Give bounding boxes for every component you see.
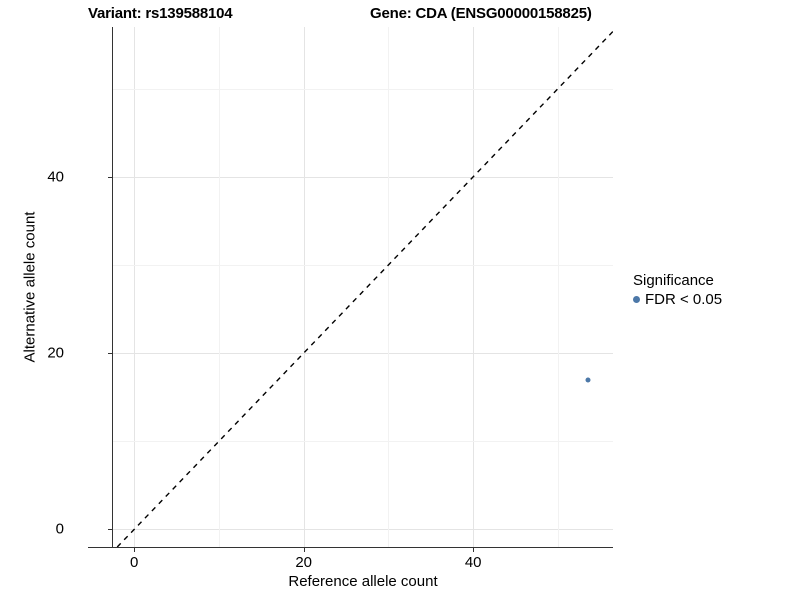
x-tick-mark	[473, 548, 475, 552]
title-row: Variant: rs139588104 Gene: CDA (ENSG0000…	[0, 2, 700, 26]
y-tick-label: 40	[47, 168, 64, 186]
legend-item[interactable]: FDR < 0.05	[633, 291, 722, 308]
legend-title: Significance	[633, 272, 714, 289]
x-tick-mark	[134, 548, 136, 552]
legend-point-icon	[633, 296, 640, 303]
legend-item-label: FDR < 0.05	[645, 291, 723, 308]
x-tick-label: 40	[464, 554, 482, 571]
gridline-vertical-major	[134, 27, 136, 547]
x-axis-title: Reference allele count	[288, 573, 438, 590]
x-tick-label: 0	[130, 554, 139, 571]
y-tick-label: 20	[47, 344, 64, 362]
gridline-vertical-major	[303, 27, 305, 547]
y-tick-mark	[108, 176, 112, 178]
gridline-horizontal-major	[113, 353, 613, 355]
x-tick-label: 20	[295, 554, 313, 571]
y-tick-mark	[108, 529, 112, 531]
gridline-horizontal-minor	[113, 264, 613, 266]
y-tick-mark	[108, 353, 112, 355]
plot-panel	[113, 27, 613, 547]
gridline-horizontal-minor	[113, 441, 613, 443]
y-tick-label: 0	[55, 520, 64, 538]
gridline-vertical-minor	[557, 27, 559, 547]
gene-title: Gene: CDA (ENSG00000158825)	[370, 5, 592, 22]
gridline-vertical-major	[473, 27, 475, 547]
gridline-horizontal-minor	[113, 88, 613, 90]
x-axis-line	[88, 547, 613, 548]
gridline-horizontal-major	[113, 176, 613, 178]
gridline-vertical-minor	[218, 27, 220, 547]
y-axis-line	[112, 27, 113, 547]
x-tick-mark	[303, 548, 305, 552]
identity-reference-line	[116, 30, 613, 547]
gridline-vertical-minor	[388, 27, 390, 547]
legend: Significance FDR < 0.05	[633, 272, 722, 308]
gridline-horizontal-major	[113, 529, 613, 531]
y-axis-title: Alternative allele count	[21, 211, 39, 363]
data-point	[585, 377, 591, 383]
variant-title: Variant: rs139588104	[88, 5, 233, 22]
legend-items: FDR < 0.05	[633, 291, 722, 308]
